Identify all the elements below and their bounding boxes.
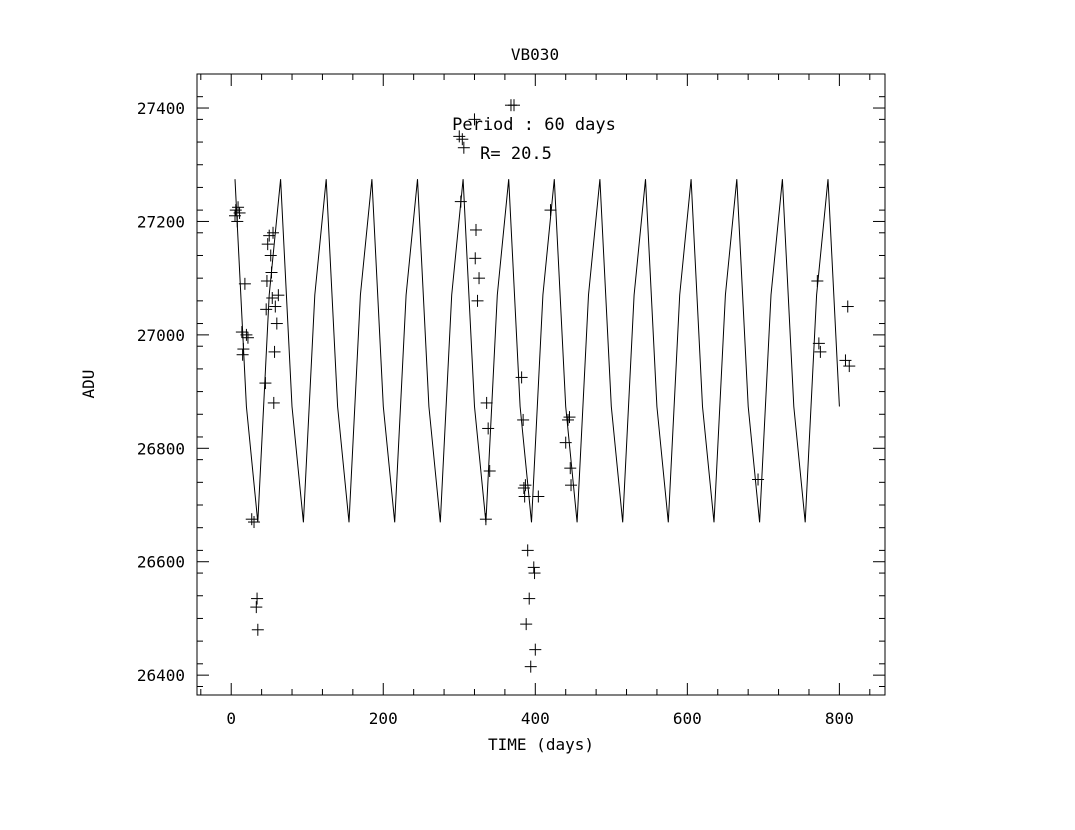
data-point: [752, 473, 765, 486]
data-point: [814, 345, 827, 358]
data-point: [236, 348, 249, 361]
data-point: [259, 377, 272, 390]
x-tick-label: 400: [521, 709, 550, 728]
data-point: [519, 479, 532, 492]
data-point: [237, 343, 250, 356]
period-annotation: Period : 60 days: [452, 115, 616, 135]
x-tick-label: 200: [369, 709, 398, 728]
y-tick-label: 26600: [137, 553, 185, 572]
data-point: [267, 396, 280, 409]
data-point: [231, 215, 244, 228]
chart-title: VB030: [511, 45, 559, 64]
data-point: [479, 513, 492, 526]
data-point: [517, 413, 530, 426]
data-point: [245, 513, 258, 526]
data-point: [528, 567, 541, 580]
model-layer: [234, 179, 840, 523]
ticks-layer: 0 200 400 600 800 26400 26600 26800 27000 27200 27…: [137, 74, 885, 728]
data-point: [454, 195, 467, 208]
data-point: [268, 345, 281, 358]
data-point: [265, 266, 278, 279]
points-layer: [229, 99, 856, 673]
r-annotation: R= 20.5: [480, 144, 552, 164]
x-tick-label: 0: [226, 709, 236, 728]
data-point: [564, 462, 577, 475]
data-point: [468, 113, 481, 126]
data-point: [453, 130, 466, 143]
y-tick-label: 27200: [137, 212, 185, 231]
data-point: [235, 326, 248, 339]
data-point: [456, 133, 469, 146]
data-point: [269, 300, 282, 313]
data-point: [260, 275, 273, 287]
data-point: [843, 360, 856, 373]
data-point: [261, 238, 274, 251]
data-point: [483, 464, 496, 477]
data-point: [520, 618, 533, 631]
data-point: [482, 422, 495, 435]
data-point: [260, 303, 273, 316]
data-point: [559, 436, 572, 449]
data-point: [232, 201, 245, 214]
x-tick-label: 600: [673, 709, 702, 728]
data-point: [240, 328, 253, 341]
data-point: [523, 592, 536, 605]
data-point: [469, 252, 482, 265]
data-point: [233, 206, 246, 219]
data-point: [229, 209, 242, 222]
data-point: [841, 300, 854, 313]
data-point: [251, 623, 264, 636]
data-point: [471, 294, 484, 307]
data-point: [811, 275, 824, 287]
y-tick-label: 26400: [137, 666, 185, 685]
x-tick-label: 800: [825, 709, 854, 728]
data-point: [251, 592, 264, 605]
data-point: [238, 277, 251, 290]
data-point: [250, 601, 263, 614]
data-point: [272, 289, 285, 302]
data-point: [561, 413, 574, 426]
data-point: [515, 371, 528, 384]
data-point: [529, 643, 542, 656]
data-point: [508, 99, 521, 112]
data-point: [473, 272, 486, 285]
data-point: [527, 561, 540, 574]
data-point: [248, 516, 261, 529]
data-point: [565, 479, 578, 492]
data-point: [524, 660, 537, 673]
plot-frame: [196, 73, 886, 696]
data-point: [518, 490, 531, 503]
y-tick-label: 27000: [137, 326, 185, 345]
data-point: [480, 396, 493, 409]
data-point: [563, 411, 576, 424]
x-axis-label: TIME (days): [488, 735, 594, 754]
y-axis-label: ADU: [79, 370, 98, 399]
data-point: [521, 544, 534, 557]
data-point: [270, 317, 283, 330]
data-point: [470, 223, 483, 236]
data-point: [544, 204, 557, 217]
data-point: [517, 482, 530, 494]
data-point: [264, 249, 277, 262]
data-point: [532, 490, 545, 503]
data-point: [457, 141, 470, 154]
y-tick-label: 27400: [137, 99, 185, 118]
data-point: [266, 292, 279, 305]
model-curve: [234, 179, 840, 523]
data-point: [241, 331, 254, 344]
data-point: [812, 337, 825, 350]
y-tick-label: 26800: [137, 439, 185, 458]
data-point: [267, 226, 280, 239]
